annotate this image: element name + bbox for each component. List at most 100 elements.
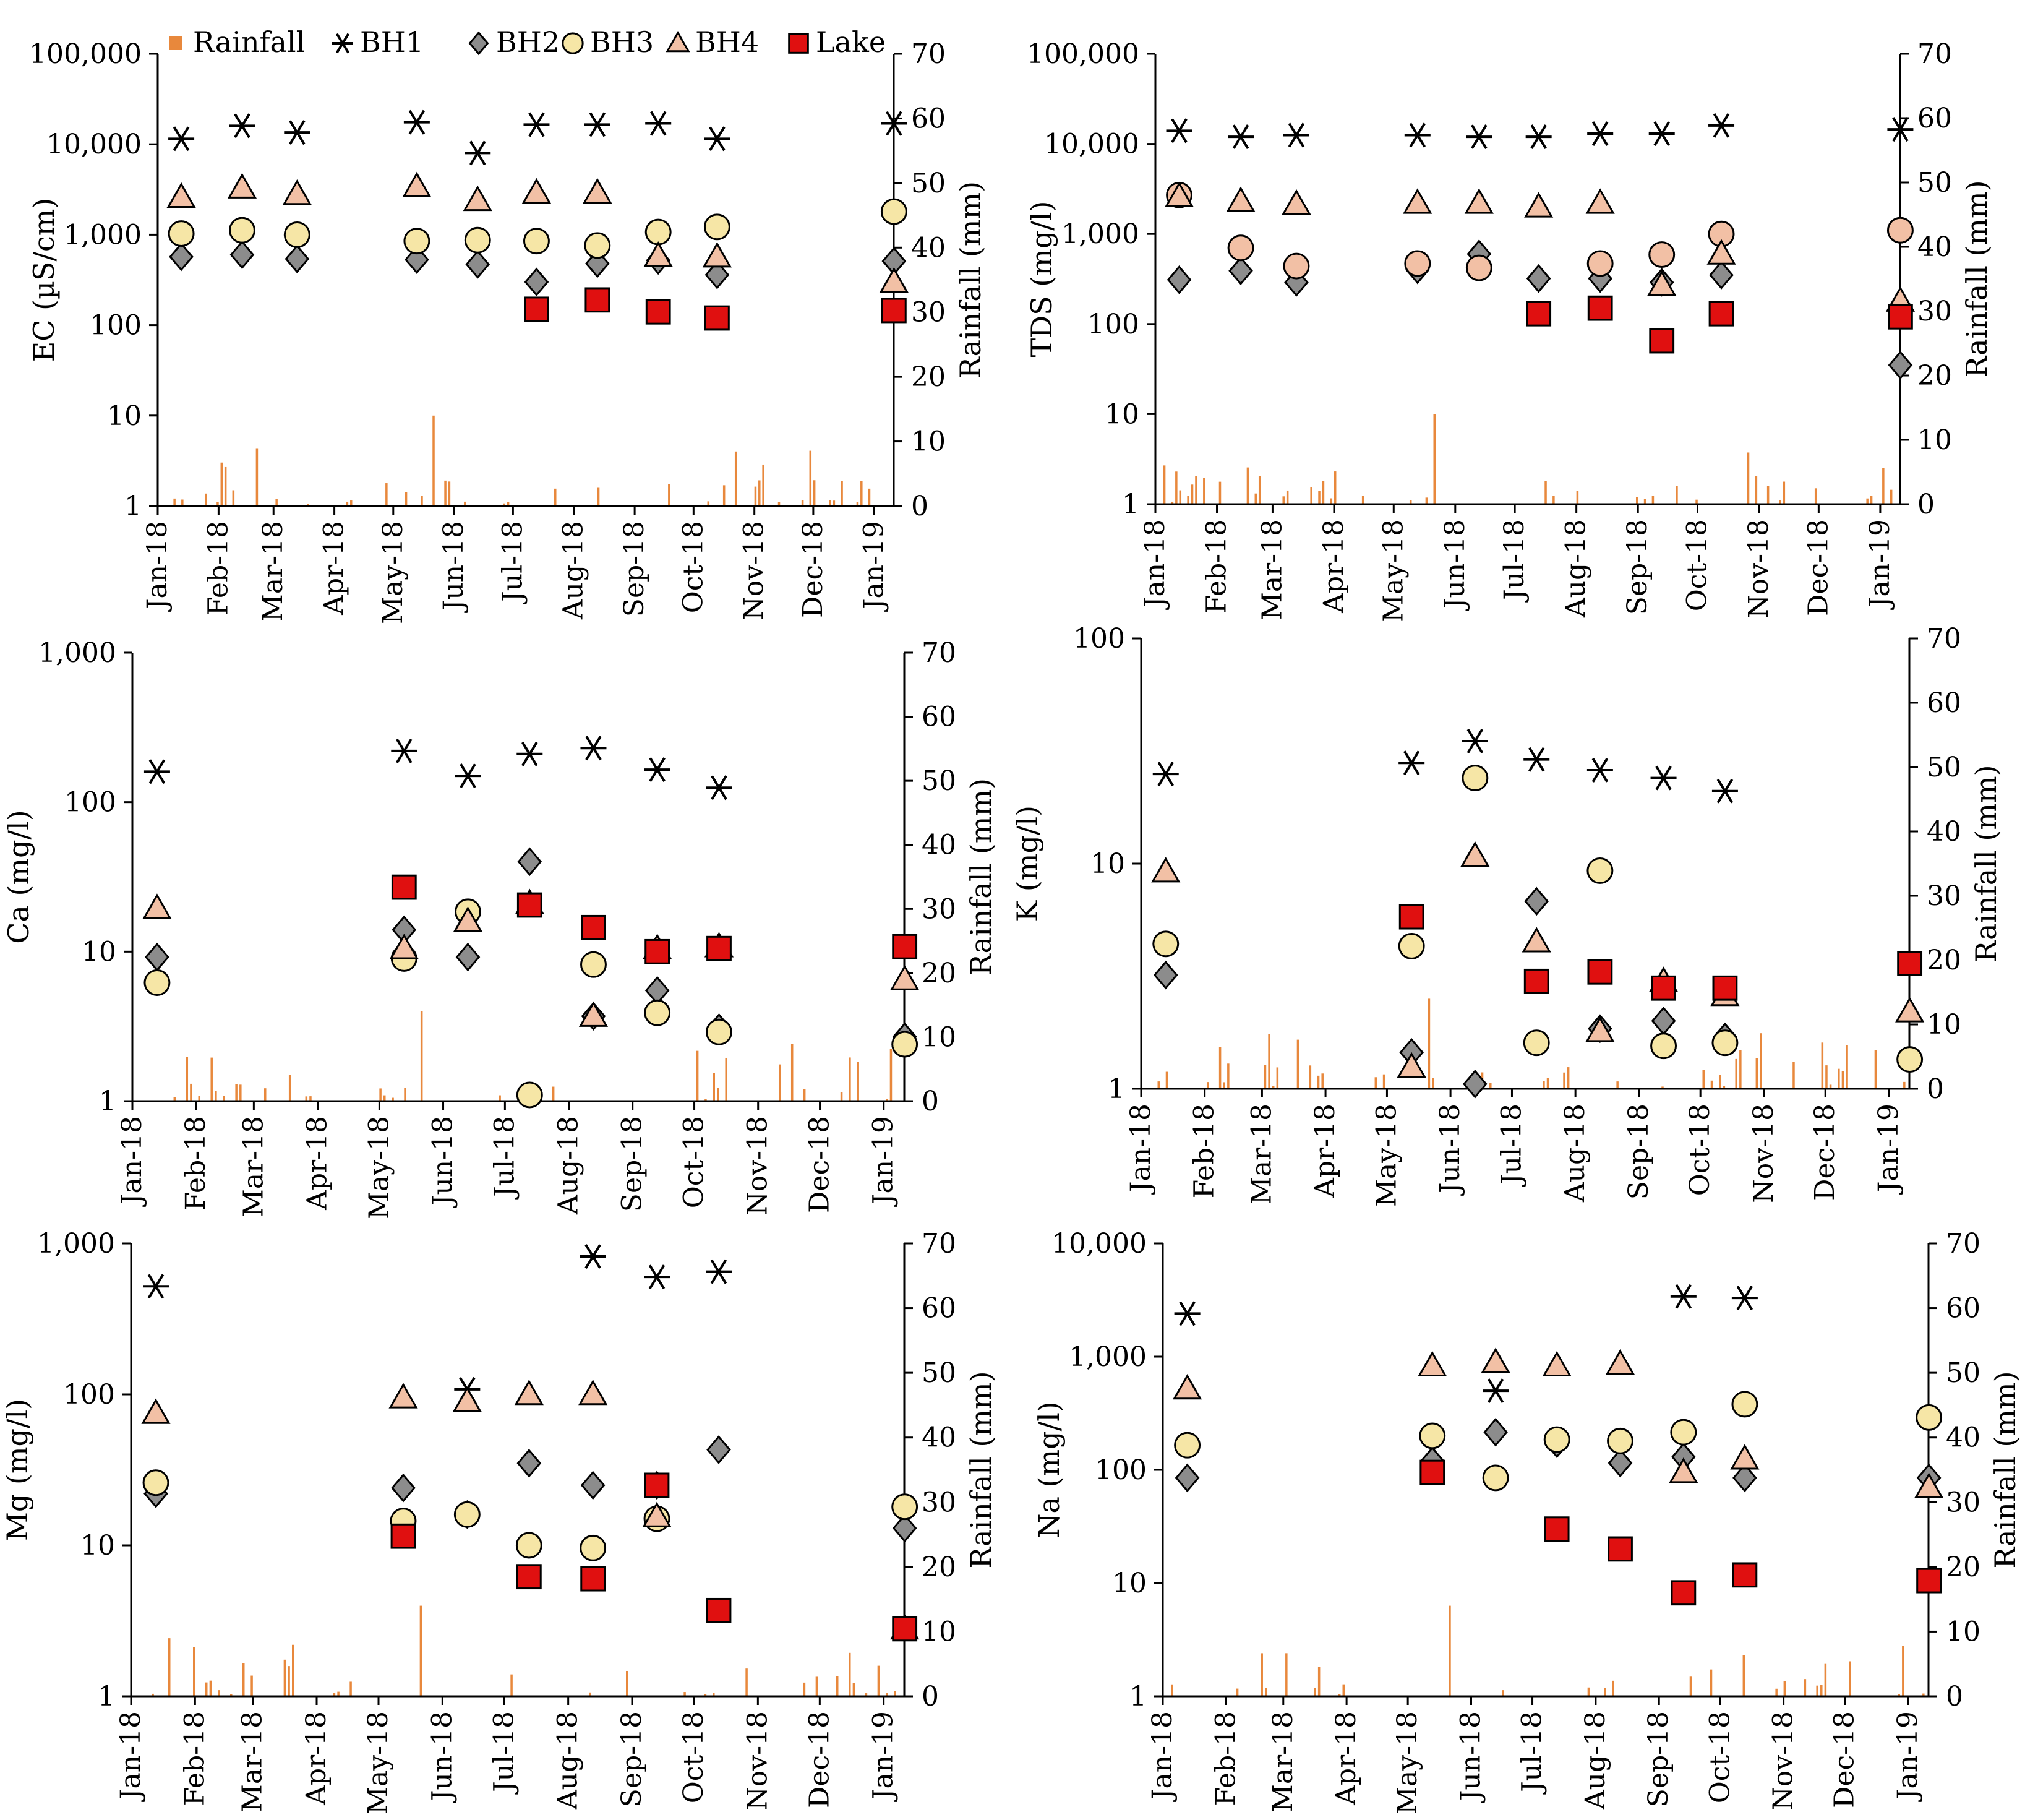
point-bh4 — [1226, 186, 1256, 212]
point-bh4 — [166, 182, 196, 208]
rainfall-bar — [1206, 1082, 1209, 1089]
legend: Rainfall BH1 BH2 BH3 BH4 Lake — [169, 25, 886, 59]
point-lake — [644, 1472, 670, 1498]
rainfall-bar — [283, 1659, 286, 1696]
point-bh4 — [1895, 997, 1925, 1023]
series-bh2 — [143, 1435, 917, 1543]
point-bh3 — [229, 217, 255, 244]
rainfall-bar — [803, 1089, 806, 1101]
x-tick-label: Mar-18 — [237, 1711, 268, 1812]
point-bh3 — [1152, 930, 1180, 958]
point-lake — [1651, 975, 1676, 1001]
point-bh3 — [1916, 1404, 1943, 1431]
y2-axis-title: Rainfall (mm) — [1960, 180, 1993, 377]
point-bh1 — [1887, 117, 1914, 142]
rainfall-bar — [1163, 465, 1166, 504]
x-tick-label: Dec-18 — [803, 1711, 835, 1808]
rainfall-bars — [173, 1011, 893, 1101]
point-bh3 — [1896, 1046, 1924, 1073]
y2-axis-title: Rainfall (mm) — [964, 1371, 998, 1568]
x-tick-label: Jan-19 — [1873, 1104, 1904, 1195]
y-axis-title: Ca (mg/l) — [2, 810, 35, 943]
point-bh2 — [1463, 1069, 1488, 1099]
rainfall-bar — [860, 481, 863, 506]
point-bh4 — [1585, 188, 1615, 214]
point-bh3 — [644, 218, 672, 246]
rainfall-bar — [1223, 1082, 1225, 1089]
point-bh2 — [1228, 256, 1253, 286]
point-bh3 — [1174, 1432, 1201, 1459]
series-bh3 — [142, 1469, 918, 1561]
x-tick-label: Jun-18 — [1455, 1711, 1487, 1803]
point-lake — [1888, 304, 1913, 330]
point-lake — [644, 938, 670, 964]
point-bh4 — [1164, 181, 1194, 208]
point-bh3 — [1419, 1422, 1446, 1449]
rainfall-bar — [1903, 1081, 1906, 1089]
rainfall-bar — [405, 492, 408, 506]
rainfall-bar — [704, 1694, 707, 1696]
series-lake — [390, 1472, 918, 1642]
rainfall-bar — [263, 1088, 267, 1101]
series-lake — [1419, 1459, 1942, 1606]
rainfall-bar — [1171, 1684, 1173, 1696]
rainfall-bar — [1846, 1045, 1848, 1089]
rainfall-bar — [383, 1095, 386, 1101]
point-bh2 — [169, 242, 194, 272]
x-tick-label: Nov-18 — [1743, 519, 1775, 619]
y2-axis-title: Rainfall (mm) — [954, 181, 987, 379]
y2-tick-label: 20 — [911, 361, 946, 393]
point-bh3 — [1462, 765, 1489, 792]
point-lake — [1671, 1580, 1697, 1606]
legend-marker-bh4 — [666, 30, 690, 53]
point-bh1 — [1462, 729, 1488, 753]
x-tick-label: Oct-18 — [677, 521, 709, 613]
series-bh2 — [145, 847, 917, 1052]
rainfall-bar — [215, 1091, 217, 1101]
rainfall-bar — [1651, 496, 1655, 504]
x-tick-label: Dec-18 — [1802, 519, 1834, 616]
point-bh3 — [644, 999, 671, 1026]
x-tick-label: Dec-18 — [1829, 1711, 1860, 1808]
legend-label-bh4: BH4 — [695, 25, 759, 59]
point-lake — [706, 1597, 732, 1623]
rainfall-bar — [1261, 1653, 1263, 1696]
point-bh2 — [1709, 260, 1734, 290]
rainfall-bar — [1783, 1681, 1786, 1696]
y2-tick-label: 40 — [922, 1422, 956, 1454]
rainfall-bar — [1502, 1690, 1504, 1696]
rainfall-bar — [1902, 1646, 1904, 1696]
rainfall-bars — [1157, 998, 1906, 1089]
rainfall-bar — [626, 1670, 628, 1696]
rainfall-bar — [722, 485, 726, 506]
x-tick-label: Sep-18 — [1622, 519, 1653, 615]
rainfall-bar — [1258, 476, 1261, 504]
rainfall-bar — [668, 484, 670, 506]
rainfall-bar — [704, 1099, 707, 1101]
point-lake — [390, 1523, 416, 1549]
rainfall-bar — [392, 1097, 394, 1101]
rainfall-bar — [829, 500, 831, 506]
legend-marker-lake — [788, 33, 809, 54]
y-tick-label: 1 — [1129, 1681, 1147, 1712]
rainfall-bar — [801, 500, 804, 506]
rainfall-bar — [1191, 484, 1194, 504]
rainfall-bar — [1330, 498, 1333, 504]
rainfall-bar — [1309, 1065, 1312, 1089]
y2-tick-label: 40 — [922, 830, 956, 861]
rainfall-bar — [209, 1680, 212, 1696]
rainfall-bar — [404, 1088, 406, 1101]
series-bh1 — [143, 1244, 732, 1402]
y2-tick-label: 20 — [1917, 360, 1952, 392]
point-bh3 — [464, 226, 491, 254]
y2-axis-title: Rainfall (mm) — [964, 778, 998, 976]
rainfall-bar — [1187, 496, 1189, 504]
point-bh4 — [1173, 1373, 1202, 1400]
point-bh2 — [455, 942, 481, 972]
y2-tick-label: 10 — [922, 1616, 956, 1647]
x-tick-label: Feb-18 — [1201, 519, 1233, 614]
rainfall-bar — [1689, 1676, 1692, 1696]
rainfall-bar — [1449, 1605, 1451, 1696]
y2-tick-label: 60 — [1946, 1293, 1980, 1324]
x-tick-label: Apr-18 — [301, 1711, 332, 1806]
